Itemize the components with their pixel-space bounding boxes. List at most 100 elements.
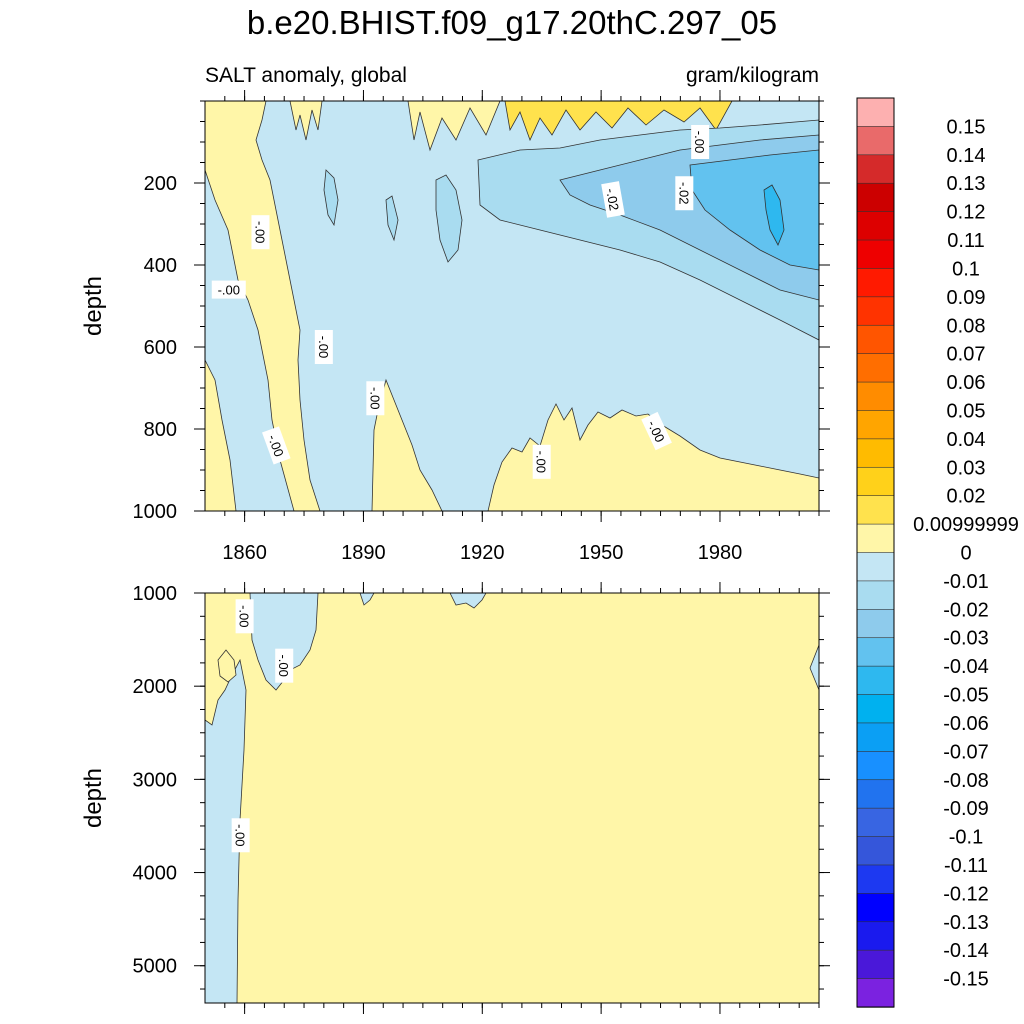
x-tick-label: 1920 xyxy=(460,542,505,564)
upper-negative-core xyxy=(763,184,785,246)
colorbar-label: 0.08 xyxy=(947,315,986,337)
colorbar-swatch xyxy=(856,609,895,639)
colorbar-label: -0.13 xyxy=(943,912,989,934)
lower-negative-patch-2 xyxy=(449,593,487,609)
contour-label: -.00 xyxy=(532,444,551,479)
chart-subtitle-left: SALT anomaly, global xyxy=(205,64,407,87)
contour-label-box xyxy=(251,215,270,250)
colorbar-swatch xyxy=(856,893,895,923)
colorbar: 0.15 0.14 0.13 0.12 0.11 0.1 0.09 0.08 0.07 0.06 0… xyxy=(856,97,1019,1008)
colorbar-swatch xyxy=(856,268,895,298)
lower-negative-region-west xyxy=(205,593,247,1003)
contour-label-text: -.02 xyxy=(676,182,691,204)
colorbar-swatch xyxy=(856,438,895,468)
contour-label: -.00 xyxy=(691,125,710,159)
y-tick-label: 400 xyxy=(144,255,177,277)
lower-x-axis xyxy=(224,582,820,1014)
colorbar-swatch xyxy=(856,637,895,667)
colorbar-swatch xyxy=(856,978,895,1008)
x-tick-label: 1980 xyxy=(698,542,743,564)
lower-positive-island xyxy=(217,649,237,683)
colorbar-swatch xyxy=(856,921,895,951)
y-tick-label: 5000 xyxy=(133,956,178,978)
contour-label-text: -.00 xyxy=(218,283,240,298)
contour-label-text: -.00 xyxy=(252,221,267,243)
colorbar-swatch xyxy=(856,97,895,128)
contour-label-text: -.00 xyxy=(692,131,707,153)
contour-label-text: -.00 xyxy=(237,605,252,627)
contour-label-text: -.00 xyxy=(276,654,291,676)
colorbar-swatch xyxy=(856,523,895,554)
colorbar-label: 0.1 xyxy=(952,258,980,280)
colorbar-swatch xyxy=(856,552,895,582)
contour-label-box xyxy=(366,381,385,416)
colorbar-swatch xyxy=(856,296,895,326)
upper-y-axis: 200 400 600 800 1000 xyxy=(133,100,830,523)
y-tick-label: 800 xyxy=(144,419,177,441)
contour-label-box xyxy=(235,599,254,634)
colorbar-label: 0.06 xyxy=(947,372,986,394)
upper-negative-band-3 xyxy=(689,149,819,271)
y-tick-label: 1000 xyxy=(133,583,178,605)
contour-label: -.02 xyxy=(675,176,694,211)
lower-panel: 1000 2000 3000 4000 5000 -.00 -.00 -.00 depth xyxy=(80,582,830,1014)
colorbar-label: -0.07 xyxy=(943,741,989,763)
contour-label-box xyxy=(641,411,672,451)
contour-label: -.00 xyxy=(231,818,250,853)
y-tick-label: 1000 xyxy=(133,501,178,523)
contour-label-box xyxy=(275,648,294,683)
upper-positive-left-column xyxy=(205,359,237,511)
colorbar-label: -0.12 xyxy=(943,883,989,905)
colorbar-label: 0.14 xyxy=(947,145,986,167)
contour-label-box xyxy=(691,125,710,159)
colorbar-label: 0.03 xyxy=(947,457,986,479)
upper-ylabel: depth xyxy=(80,276,107,336)
contour-label-box xyxy=(211,280,246,299)
colorbar-label: 0.05 xyxy=(947,400,986,422)
upper-positive-surface-east xyxy=(504,101,733,142)
contour-label-text: -.00 xyxy=(534,451,549,473)
colorbar-swatch xyxy=(856,239,895,270)
lower-field-background xyxy=(205,593,819,1003)
upper-x-axis: 1860 1890 1920 1950 1980 xyxy=(222,90,820,564)
y-tick-label: 2000 xyxy=(133,676,178,698)
colorbar-swatch xyxy=(856,722,895,753)
contour-label-text: -.00 xyxy=(265,432,287,458)
colorbar-label: 0.12 xyxy=(947,202,986,224)
colorbar-label: 0.09 xyxy=(947,287,986,309)
contour-label-text: -.00 xyxy=(233,824,248,846)
colorbar-label: 0.02 xyxy=(947,486,986,508)
colorbar-frame xyxy=(856,97,895,1008)
chart-title: b.e20.BHIST.f09_g17.20thC.297_05 xyxy=(247,4,777,41)
y-tick-label: 4000 xyxy=(133,863,178,885)
contour-label-box xyxy=(675,176,694,211)
y-tick-label: 600 xyxy=(144,337,177,359)
colorbar-swatch xyxy=(856,779,895,809)
colorbar-swatch xyxy=(856,836,895,866)
colorbar-label: -0.08 xyxy=(943,770,989,792)
lower-y-axis: 1000 2000 3000 4000 5000 xyxy=(133,583,830,990)
colorbar-label: 0.15 xyxy=(947,116,986,138)
contour-label: -.00 xyxy=(251,215,270,250)
colorbar-label: -0.1 xyxy=(949,827,983,849)
colorbar-label: 0.13 xyxy=(947,173,986,195)
upper-negative-patch-3 xyxy=(385,195,399,242)
contour-label-text: -.00 xyxy=(316,336,331,358)
upper-positive-surface-east2 xyxy=(407,101,501,152)
upper-panel: 200 400 600 800 1000 1860 1890 1920 1950 1980 -.… xyxy=(80,90,830,564)
upper-positive-region-deep xyxy=(487,403,819,511)
upper-negative-patch-2 xyxy=(435,174,463,263)
colorbar-swatch xyxy=(856,154,895,184)
y-tick-label: 200 xyxy=(144,173,177,195)
upper-positive-region-mid xyxy=(371,378,443,511)
colorbar-swatch xyxy=(856,864,895,895)
contour-label: -.00 xyxy=(641,411,672,451)
colorbar-label: -0.06 xyxy=(943,713,989,735)
colorbar-label: 0.07 xyxy=(947,344,986,366)
contour-label-text: -.02 xyxy=(603,187,622,212)
x-tick-label: 1950 xyxy=(579,542,624,564)
contour-label-box xyxy=(532,444,551,479)
contour-label: -.00 xyxy=(366,381,385,416)
x-tick-label: 1890 xyxy=(341,542,386,564)
contour-label: -.00 xyxy=(235,599,254,634)
